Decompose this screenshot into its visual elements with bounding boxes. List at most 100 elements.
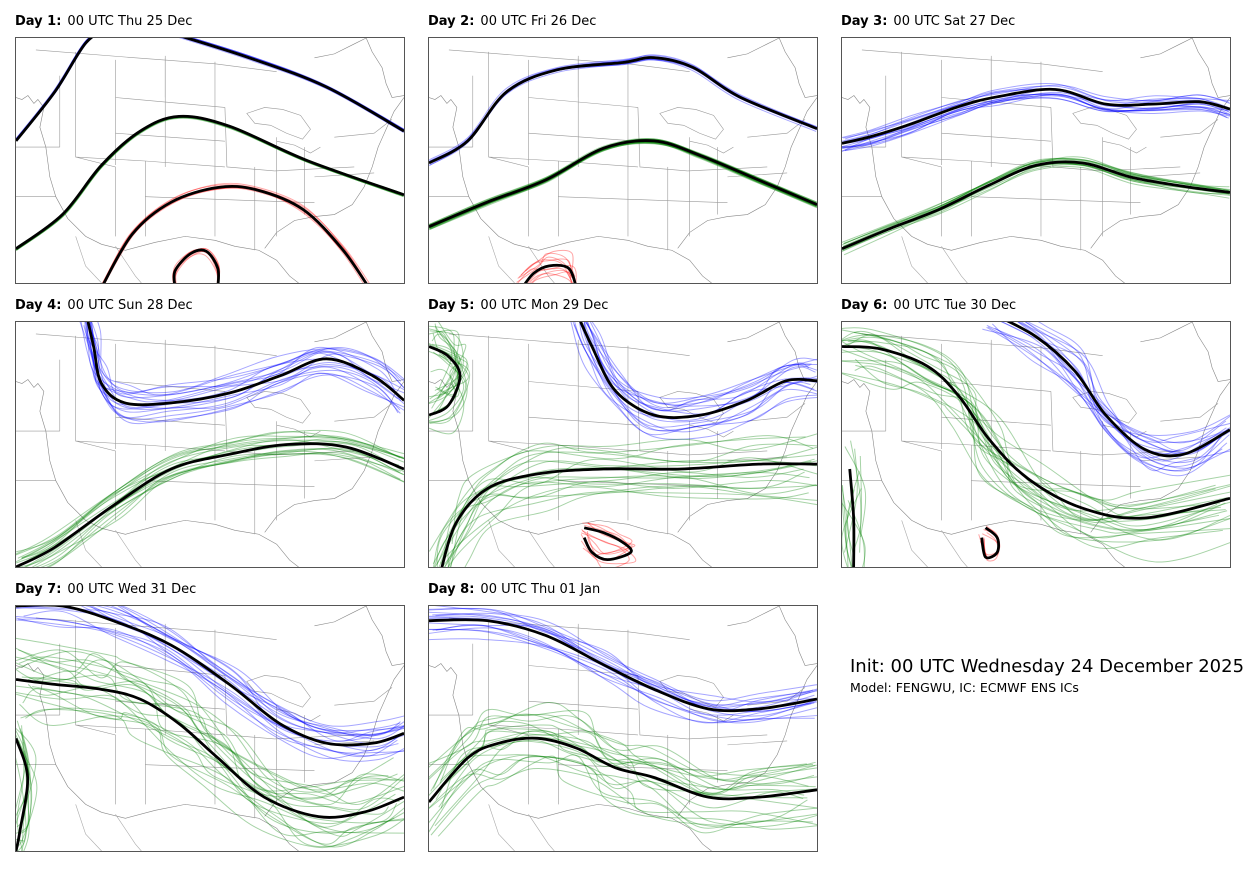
ensemble-member-green-1-10	[843, 157, 1230, 244]
ensemble-member-green-1-15	[16, 649, 404, 806]
ensemble-member-green-1-0	[431, 333, 462, 400]
ensemble-member-blue-0-6	[986, 326, 1223, 469]
ensemble-member-blue-0-4	[435, 624, 816, 721]
ensemble-member-blue-0-17	[102, 606, 400, 734]
ensemble-member-green-2-18	[464, 485, 817, 567]
ensemble-member-blue-0-15	[435, 612, 811, 707]
ensemble-member-red-2-5	[517, 259, 573, 283]
ensemble-member-green-2-2	[441, 443, 817, 567]
valid-time-label: 00 UTC Thu 25 Dec	[67, 14, 193, 29]
ensemble-member-green-1-18	[429, 328, 459, 396]
init-time-label: Init: 00 UTC Wednesday 24 December 2025	[850, 656, 1245, 677]
ensemble-member-blue-1-1	[178, 38, 404, 133]
ensemble-member-blue-0-0	[429, 608, 817, 710]
ensemble-member-blue-0-3	[570, 322, 817, 436]
ensemble-member-green-1-13	[843, 162, 1230, 250]
ensemble-member-blue-0-9	[587, 322, 817, 404]
ensemble-member-blue-0-4	[1017, 322, 1229, 444]
ensemble-member-blue-0-6	[18, 606, 401, 748]
ensemble-member-green-1-0	[429, 715, 816, 776]
ensemble-member-blue-0-8	[429, 611, 817, 713]
ensemble-member-green-1-7	[842, 159, 1229, 247]
ensemble-member-green-2-7	[448, 491, 817, 567]
ensemble-member-green-1-12	[429, 323, 459, 398]
ensemble-member-red-2-4	[516, 256, 573, 283]
ensemble-member-green-1-13	[429, 728, 817, 797]
map-plot	[15, 37, 405, 284]
ensemble-member-blue-0-4	[591, 322, 817, 412]
panel-day-6: Day 6: 00 UTC Tue 30 Dec	[841, 298, 1231, 568]
ensemble-member-green-2-9	[429, 435, 814, 552]
ensemble-member-blue-0-13	[844, 91, 1229, 151]
ensemble-member-blue-0-15	[842, 93, 1230, 149]
ensemble-member-green-2-7	[16, 720, 30, 834]
ensemble-member-green-1-14	[429, 768, 817, 826]
ensemble-member-green-1-19	[842, 336, 1216, 512]
ensemble-member-blue-0-9	[429, 627, 817, 723]
ensemble-member-red-2-3	[527, 267, 574, 283]
ensemble-member-blue-0-17	[88, 327, 399, 423]
ensemble-member-green-2-10	[16, 729, 27, 842]
ensemble-member-green-2-4	[16, 115, 404, 251]
ensemble-member-green-2-3	[16, 115, 404, 251]
ensemble-member-green-1-15	[437, 755, 813, 837]
day-label: Day 2	[428, 14, 470, 29]
ensemble-member-blue-0-15	[95, 606, 404, 736]
ensemble-member-blue-0-9	[429, 56, 817, 163]
map-plot	[428, 321, 818, 568]
panel-title: Day 6: 00 UTC Tue 30 Dec	[841, 298, 1017, 313]
ensemble-member-blue-0-17	[573, 324, 811, 433]
ensemble-member-blue-0-8	[585, 322, 812, 411]
ensemble-member-blue-0-16	[90, 322, 404, 394]
ensemble-member-blue-0-15	[90, 322, 402, 410]
ensemble-member-red-2-7	[517, 265, 577, 283]
map-plot	[841, 321, 1231, 568]
ensemble-member-green-1-17	[842, 360, 1220, 534]
ensemble-member-green-2-2	[16, 115, 404, 251]
ensemble-member-blue-0-0	[842, 85, 1230, 138]
ensemble-mean-blue-0	[16, 606, 404, 747]
valid-time-label: 00 UTC Sun 28 Dec	[67, 298, 193, 313]
ensemble-member-green-1-6	[436, 330, 453, 390]
ensemble-member-green-1-5	[842, 158, 1230, 248]
ensemble-member-green-1-21	[842, 329, 1230, 501]
valid-time-label: 00 UTC Thu 01 Jan	[480, 582, 601, 597]
ensemble-member-green-1-5	[30, 656, 394, 793]
ensemble-member-green-1-2	[843, 160, 1230, 248]
ensemble-member-blue-0-6	[844, 94, 1230, 152]
ensemble-member-blue-0-12	[585, 322, 817, 409]
ensemble-member-green-1-21	[16, 647, 398, 800]
ensemble-member-green-1-11	[843, 157, 1230, 245]
ensemble-member-green-1-15	[847, 334, 1230, 509]
ensemble-member-green-1-19	[429, 330, 464, 391]
ensemble-member-blue-0-8	[87, 322, 402, 394]
ensemble-member-green-1-1	[440, 724, 815, 789]
ensemble-mean-blue-0	[86, 322, 404, 407]
ensemble-member-green-1-10	[16, 668, 404, 811]
day-label: Day 7	[15, 582, 57, 597]
ensemble-member-green-2-16	[451, 433, 817, 544]
map-plot	[428, 37, 818, 284]
ensemble-member-green-1-16	[31, 453, 404, 567]
ensemble-member-blue-0-11	[842, 97, 1229, 152]
ensemble-member-blue-0-7	[85, 606, 404, 736]
ensemble-member-blue-0-10	[982, 328, 1230, 472]
ensemble-member-green-1-7	[16, 685, 404, 834]
ensemble-member-green-1-9	[429, 350, 471, 424]
ensemble-member-green-1-4	[17, 431, 404, 559]
ensemble-member-blue-0-14	[429, 607, 817, 703]
ensemble-member-blue-0-12	[432, 613, 817, 708]
ensemble-mean-green-1	[16, 678, 404, 819]
ensemble-member-green-1-13	[21, 439, 404, 559]
ensemble-member-blue-0-7	[429, 628, 815, 724]
ensemble-member-blue-0-1	[581, 322, 815, 423]
ensemble-member-blue-0-5	[844, 83, 1230, 140]
ensemble-member-green-1-0	[843, 165, 1230, 256]
ensemble-member-green-1-6	[16, 453, 402, 567]
ensemble-member-blue-0-16	[585, 322, 811, 400]
ensemble-member-blue-0-14	[586, 322, 816, 407]
ensemble-member-green-1-10	[429, 343, 468, 425]
map-plot	[428, 605, 818, 852]
ensemble-member-red-3-0	[102, 184, 370, 283]
ensemble-mean-blue-0	[579, 322, 817, 419]
